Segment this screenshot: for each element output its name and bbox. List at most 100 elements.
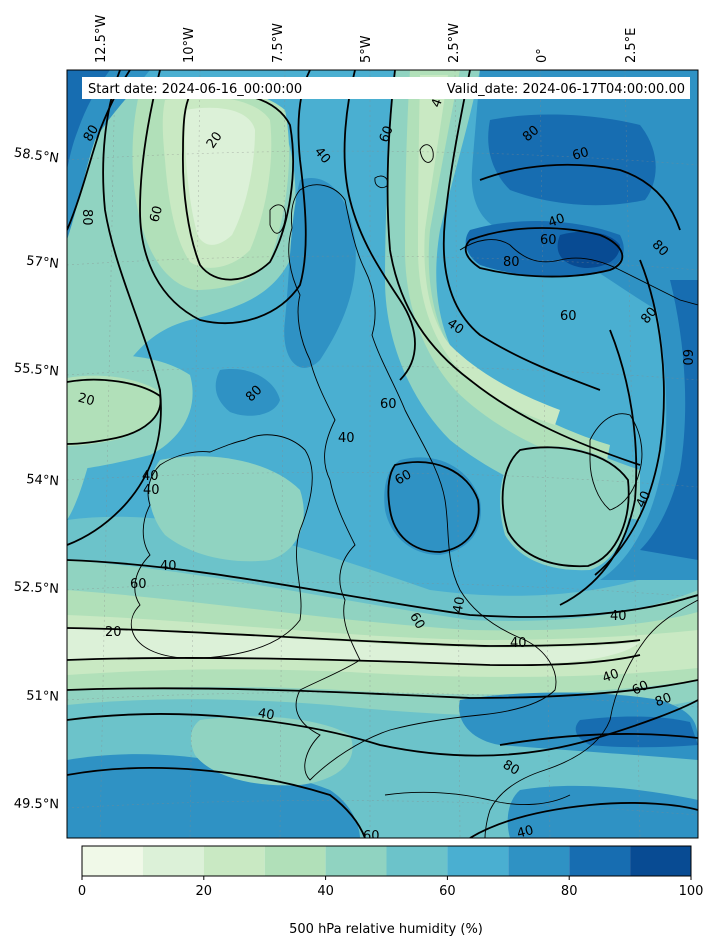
contour-80-skagerrak bbox=[464, 227, 624, 278]
contour-label: 40 bbox=[515, 823, 535, 842]
moist-band-scotland bbox=[284, 178, 356, 368]
contour-label: 40 bbox=[510, 636, 527, 651]
coastlines bbox=[130, 144, 698, 838]
moist-region-northeast-core bbox=[488, 114, 656, 206]
map-frame bbox=[66, 69, 699, 839]
contour-label: 40 bbox=[600, 666, 621, 686]
contour-60-south bbox=[67, 699, 698, 757]
longitude-label: 0° bbox=[535, 48, 550, 63]
contour-20-north bbox=[182, 91, 294, 281]
contour-label: 40 bbox=[143, 483, 160, 498]
contour-60-north bbox=[67, 70, 162, 546]
colorbar-frame bbox=[81, 845, 692, 877]
coastline-france-north bbox=[384, 791, 571, 806]
longitude-label: 7.5°W bbox=[271, 23, 286, 63]
coastline-ireland bbox=[130, 434, 313, 659]
coastline-great-britain bbox=[288, 184, 557, 781]
colorbar-swatch bbox=[386, 846, 448, 876]
contour-60-east bbox=[559, 329, 638, 606]
moist-region-northwest bbox=[67, 70, 150, 240]
contour-label: 60 bbox=[630, 678, 651, 699]
contour-label: 80 bbox=[653, 690, 674, 710]
contour-label: 80 bbox=[81, 123, 102, 145]
latitude-label: 58.5°N bbox=[13, 145, 60, 166]
dry-region-west-min bbox=[185, 107, 255, 245]
contour-label: 80 bbox=[500, 757, 522, 778]
dry-region-irish-midlands bbox=[149, 456, 304, 562]
colorbar-tick-label: 100 bbox=[679, 884, 704, 899]
colorbar-tick-label: 20 bbox=[196, 884, 213, 899]
contour-40-north bbox=[139, 70, 311, 324]
coastline-scandinavia bbox=[459, 239, 698, 306]
map-panel: 80 20 40 60 60 80 40 40 40 60 80 80 80 6… bbox=[67, 70, 698, 842]
contour-label: 60 bbox=[560, 309, 577, 324]
longitude-label: 5°W bbox=[359, 35, 374, 63]
dry-region-lowlands bbox=[500, 446, 631, 571]
contour-label-group: 80 20 40 60 60 80 40 40 40 60 80 80 80 6… bbox=[76, 89, 694, 842]
contour-60-england bbox=[387, 461, 480, 553]
moist-region-irish-sea bbox=[215, 369, 280, 416]
longitude-label: 10°W bbox=[182, 27, 197, 63]
latitude-label: 55.5°N bbox=[13, 361, 59, 380]
latitude-label: 49.5°N bbox=[14, 797, 59, 813]
dry-tongue-north-sea-core bbox=[418, 75, 560, 425]
moist-band-east-core bbox=[640, 280, 698, 560]
colorbar-swatch bbox=[264, 846, 326, 876]
contour-40-lowlands bbox=[501, 446, 630, 568]
contour-label: 20 bbox=[76, 391, 96, 410]
longitude-label: 2.5°W bbox=[447, 23, 462, 63]
contour-40-northsea-inner bbox=[442, 70, 601, 391]
colorbar-swatch bbox=[142, 846, 204, 876]
latitude-axis: 58.5°N 57°N 55.5°N 54°N 52.5°N 51°N 49.5… bbox=[13, 145, 60, 812]
contour-40-band-upper bbox=[67, 559, 698, 618]
contour-20-southwest bbox=[67, 378, 162, 445]
contour-label: 40 bbox=[610, 609, 627, 624]
moist-region-south bbox=[67, 754, 360, 838]
colorbar-tick-label: 0 bbox=[78, 884, 86, 899]
colorbar-swatch bbox=[630, 846, 691, 876]
contour-40-band-lower bbox=[67, 679, 698, 699]
contour-label: 60 bbox=[406, 610, 427, 632]
contour-label: 60 bbox=[679, 349, 694, 366]
contour-label: 40 bbox=[257, 706, 276, 724]
contour-label: 40 bbox=[451, 596, 469, 615]
contour-label: 60 bbox=[392, 467, 414, 488]
contour-60-scotland bbox=[343, 70, 416, 381]
contour-20-band-lower bbox=[67, 654, 641, 667]
contour-label: 40 bbox=[142, 469, 159, 484]
contour-80-east bbox=[594, 259, 665, 576]
contour-label: 60 bbox=[571, 145, 591, 164]
colorbar-tick-label: 60 bbox=[439, 884, 456, 899]
contour-40-southeast bbox=[469, 802, 698, 838]
contour-60-northeast bbox=[479, 163, 681, 231]
longitude-label: 12.5°W bbox=[94, 15, 109, 63]
coastline-continent bbox=[484, 599, 698, 838]
contour-label: 40 bbox=[634, 489, 655, 510]
colorbar-swatch bbox=[508, 846, 570, 876]
latitude-label: 57°N bbox=[25, 254, 59, 272]
longitude-label: 2.5°E bbox=[624, 28, 639, 63]
colorbar-swatch bbox=[82, 846, 143, 876]
contour-label: 20 bbox=[105, 625, 122, 640]
contour-label: 40 bbox=[546, 211, 567, 231]
dry-region-south-lowlands bbox=[190, 716, 353, 786]
contour-60-far-south bbox=[67, 767, 366, 838]
moist-region-southeast bbox=[507, 785, 698, 838]
coastline-shetland bbox=[419, 144, 434, 163]
contour-label: 60 bbox=[540, 233, 557, 248]
moist-region-england bbox=[384, 457, 481, 555]
latitude-label: 54°N bbox=[26, 472, 60, 489]
start-date-label: Start date: 2024-06-16_00:00:00 bbox=[88, 82, 302, 97]
contour-label: 60 bbox=[147, 204, 166, 224]
contour-label: 60 bbox=[130, 577, 147, 592]
colorbar-tick-label: 80 bbox=[561, 884, 578, 899]
colorbar-title: 500 hPa relative humidity (%) bbox=[289, 922, 483, 937]
colorbar: 0 20 40 60 80 100 500 hPa relative humidity (… bbox=[78, 845, 704, 937]
colorbar-swatch bbox=[203, 846, 265, 876]
moist-region-skagerrak-core bbox=[557, 231, 620, 268]
moist-region-channel-core bbox=[575, 716, 698, 748]
contour-label: 40 bbox=[338, 431, 355, 446]
colorbar-swatch bbox=[325, 846, 387, 876]
contour-lines bbox=[67, 70, 698, 838]
